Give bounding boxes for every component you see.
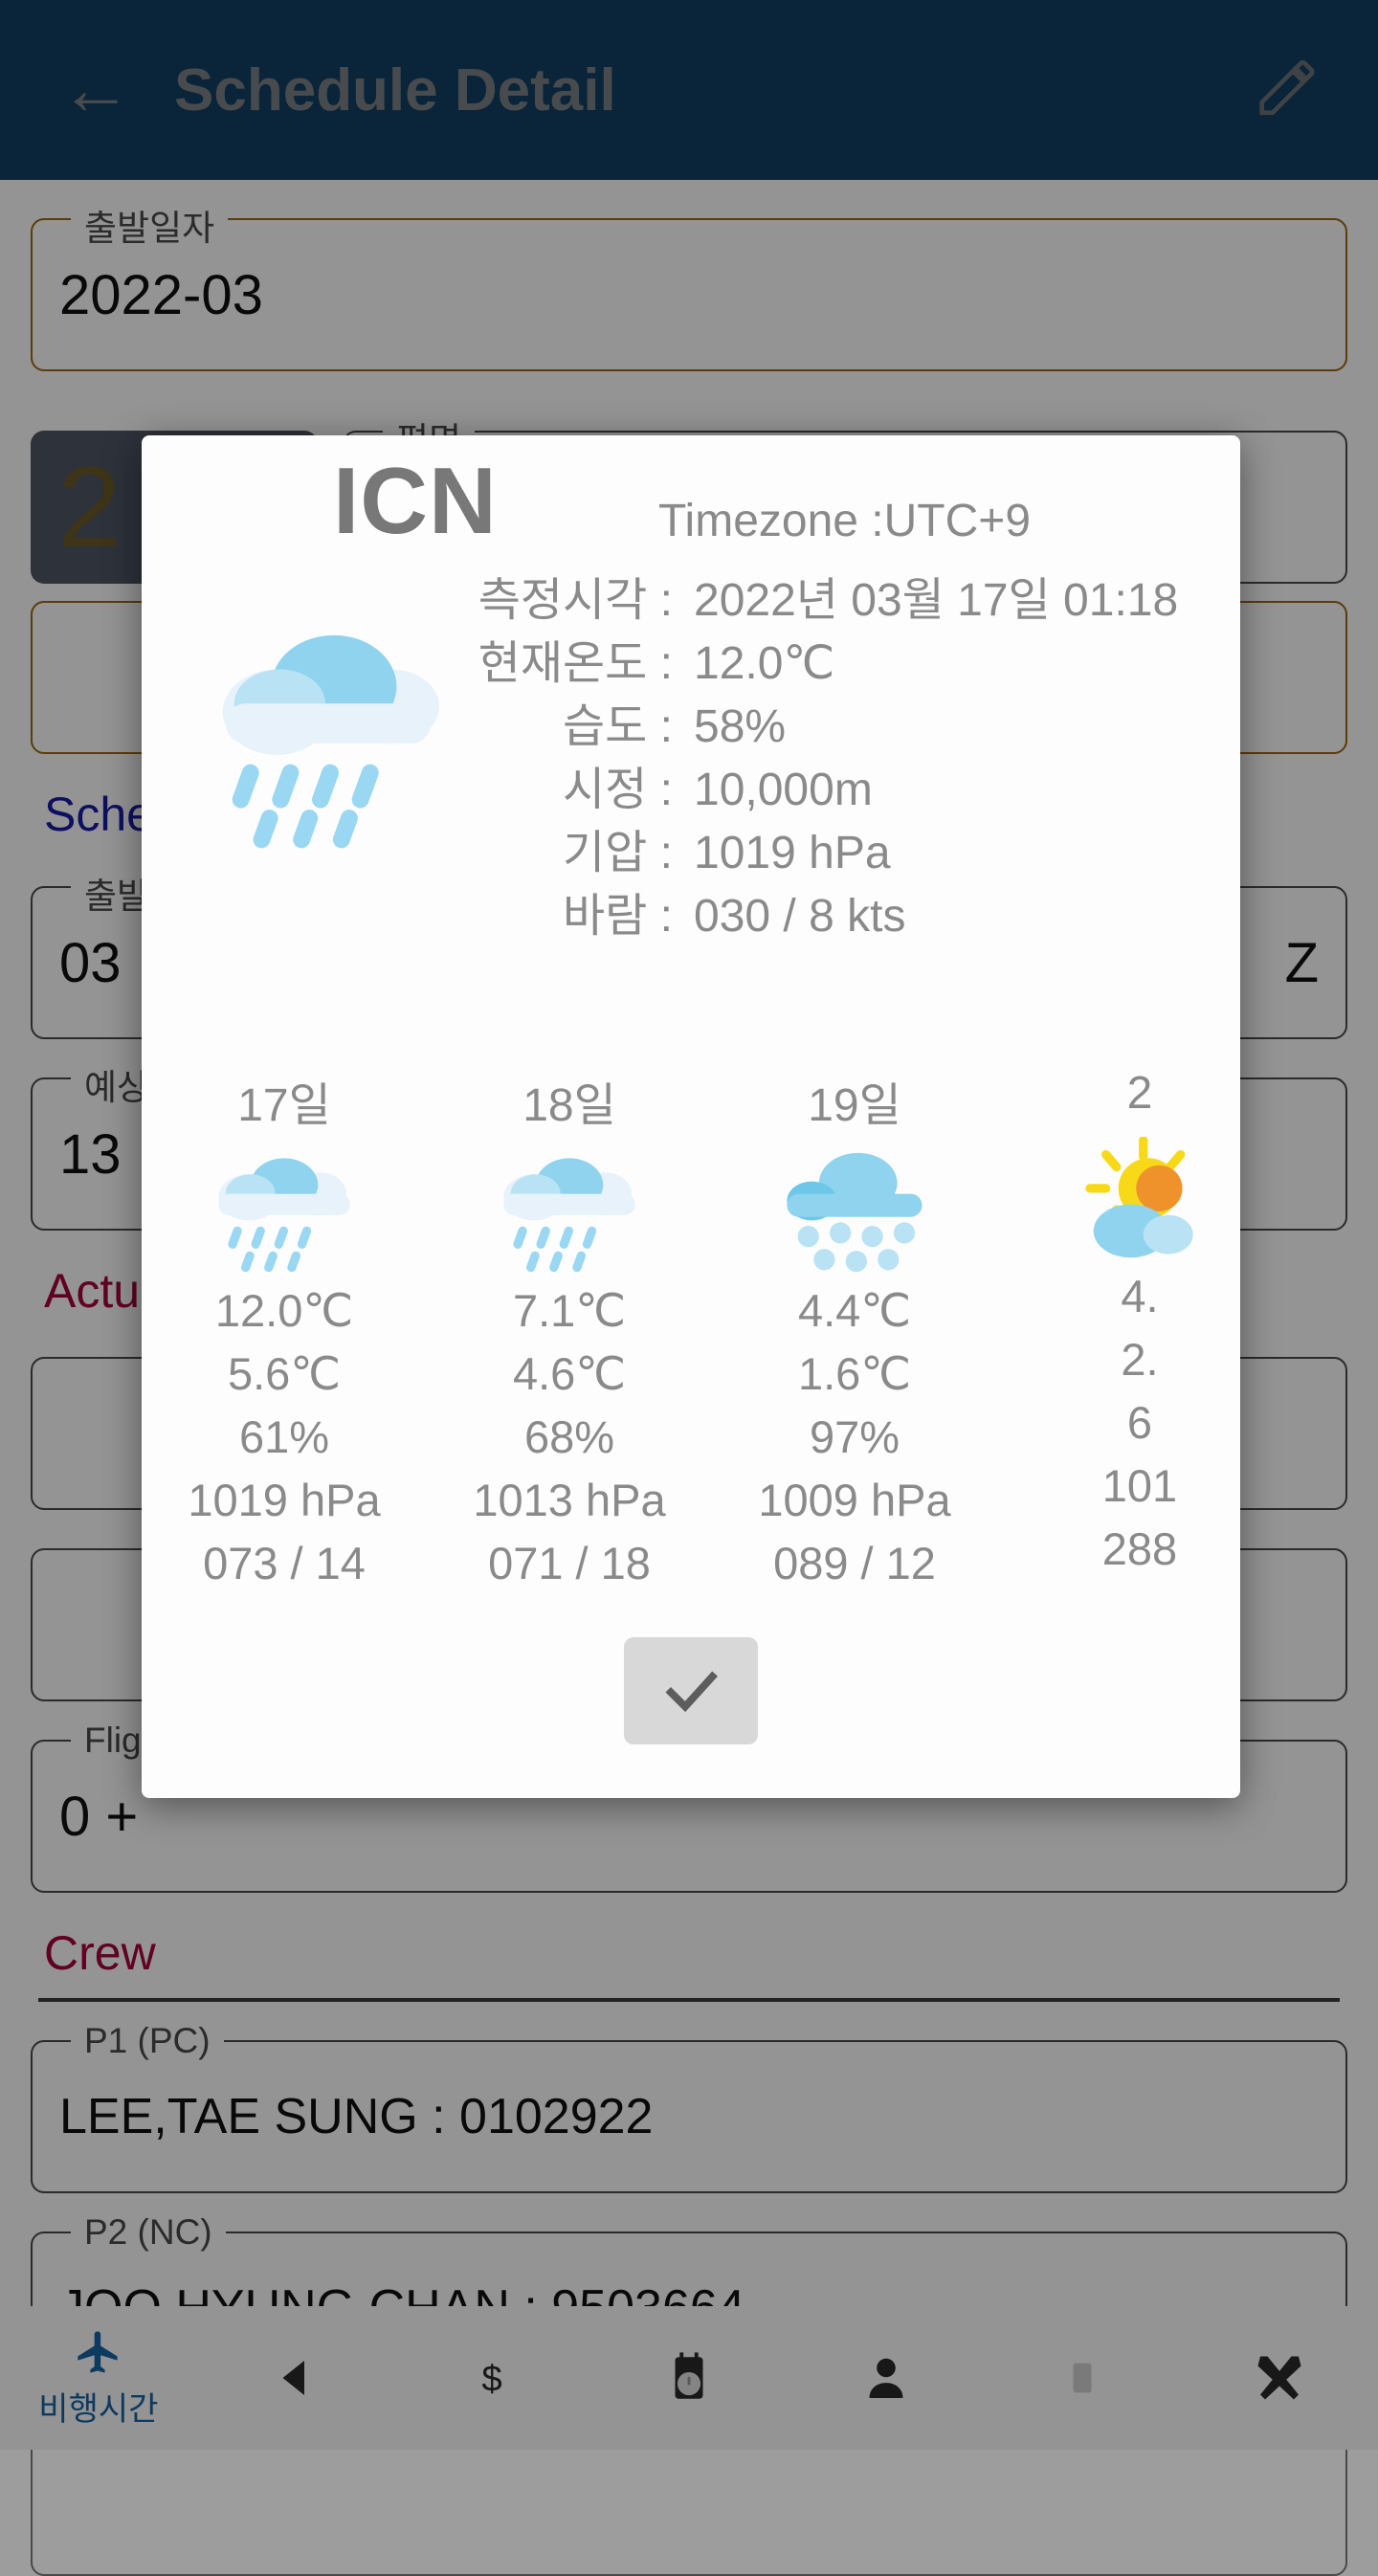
back-triangle-icon — [282, 2361, 304, 2395]
row-value: 1019 hPa — [694, 828, 891, 878]
rain-cloud-icon — [185, 615, 472, 859]
app-bar: ← Schedule Detail — [0, 0, 1378, 180]
crew-divider — [38, 1998, 1340, 2002]
field-label: 출발일자 — [71, 199, 229, 251]
calendar-clock-icon — [675, 2352, 703, 2399]
forecast-temp-max: 7.1℃ — [512, 1285, 627, 1336]
nav-item-stop[interactable] — [985, 2348, 1182, 2408]
field-value: Z — [1284, 931, 1319, 994]
check-icon — [665, 1671, 719, 1713]
current-weather-block: 측정시각 : 2022년 03월 17일 01:18 현재온도 : 12.0℃ … — [142, 569, 1240, 981]
nav-item-schedule[interactable] — [590, 2348, 788, 2408]
row-key: 기압 : — [563, 828, 673, 878]
airplane-icon — [78, 2330, 118, 2373]
bottom-navigation: 비행시간 $ — [0, 2306, 1378, 2450]
field-label: Flig — [71, 1721, 155, 1761]
forecast-humidity: 61% — [238, 1411, 330, 1462]
field-value: 2022-03 — [59, 263, 263, 326]
dollar-icon: $ — [482, 2358, 502, 2399]
tools-icon — [1257, 2356, 1301, 2400]
forecast-row: 17일 — [142, 1067, 1240, 1595]
field-p1[interactable]: P1 (PC) LEE,TAE SUNG : 0102922 — [31, 2021, 1347, 2193]
field-value: 0 + — [59, 1785, 139, 1848]
row-key: 바람 : — [563, 891, 673, 942]
nav-item-tools[interactable] — [1181, 2349, 1378, 2407]
row-key: 시정 : — [563, 765, 673, 815]
forecast-wind: 071 / 18 — [488, 1538, 651, 1588]
row-value: 58% — [694, 701, 787, 752]
forecast-temp-min: 2. — [1121, 1334, 1159, 1385]
nav-item-back[interactable] — [197, 2350, 394, 2406]
current-row: 측정시각 : 2022년 03월 17일 01:18 — [429, 569, 1213, 633]
row-value: 10,000m — [694, 765, 873, 815]
forecast-temp-max: 4.4℃ — [797, 1285, 912, 1336]
weather-dialog: ICN Timezone :UTC+9 — [142, 435, 1240, 1798]
person-icon — [869, 2358, 903, 2398]
forecast-column: 2 4. 2. 6 101 — [997, 1067, 1240, 1595]
forecast-wind: 288 — [1101, 1523, 1178, 1574]
field-value: 03 — [59, 931, 122, 994]
row-key: 측정시각 : — [478, 575, 673, 626]
square-icon — [1073, 2363, 1093, 2393]
crew-section-title: Crew — [44, 1926, 156, 1980]
forecast-temp-max: 4. — [1121, 1271, 1159, 1321]
forecast-humidity: 68% — [523, 1411, 615, 1462]
current-row: 시정 : 10,000m — [429, 759, 1213, 822]
dialog-actions — [142, 1637, 1240, 1744]
row-value: 030 / 8 kts — [694, 891, 906, 942]
forecast-wind: 073 / 14 — [203, 1538, 366, 1588]
station-code: ICN — [333, 448, 498, 553]
field-departure-date[interactable]: 출발일자 2022-03 — [31, 199, 1347, 371]
forecast-pressure: 1013 hPa — [473, 1475, 666, 1525]
forecast-pressure: 101 — [1101, 1460, 1178, 1511]
svg-text:$: $ — [482, 2358, 502, 2399]
forecast-column: 17일 — [142, 1067, 427, 1595]
row-key: 현재온도 : — [478, 638, 673, 689]
nav-item-cost[interactable]: $ — [393, 2347, 590, 2409]
forecast-column: 19일 4.4℃ 1.6℃ 97% 1009 hPa 089 — [712, 1067, 997, 1595]
field-value: LEE,TAE SUNG : 0102922 — [59, 2089, 654, 2144]
field-label: P2 (NC) — [71, 2212, 226, 2253]
pencil-icon[interactable] — [1254, 55, 1321, 126]
arrow-left-icon[interactable]: ← — [59, 49, 132, 130]
forecast-day: 18일 — [522, 1080, 616, 1131]
flight-number-big: 2 — [57, 443, 122, 571]
row-value: 12.0℃ — [694, 638, 835, 689]
field-label: P1 (PC) — [71, 2021, 224, 2061]
current-row: 현재온도 : 12.0℃ — [429, 633, 1213, 696]
forecast-temp-min: 4.6℃ — [512, 1348, 627, 1399]
forecast-temp-min: 5.6℃ — [227, 1348, 342, 1399]
page-title: Schedule Detail — [174, 56, 616, 123]
forecast-pressure: 1019 hPa — [188, 1475, 381, 1525]
row-key: 습도 : — [563, 701, 673, 752]
sun-cloud-icon — [1049, 1133, 1231, 1265]
forecast-humidity: 6 — [1126, 1397, 1153, 1448]
forecast-column: 18일 — [427, 1067, 712, 1595]
row-value: 2022년 03월 17일 01:18 — [694, 575, 1179, 626]
snow-cloud-icon — [764, 1147, 945, 1279]
rain-cloud-icon — [478, 1147, 660, 1279]
forecast-temp-min: 1.6℃ — [797, 1348, 912, 1399]
current-weather-list: 측정시각 : 2022년 03월 17일 01:18 현재온도 : 12.0℃ … — [429, 569, 1213, 948]
confirm-button[interactable] — [624, 1637, 758, 1744]
forecast-temp-max: 12.0℃ — [214, 1285, 354, 1336]
current-row: 기압 : 1019 hPa — [429, 822, 1213, 885]
forecast-humidity: 97% — [809, 1411, 900, 1462]
nav-item-flighttime[interactable]: 비행시간 — [0, 2327, 197, 2430]
dialog-header: ICN Timezone :UTC+9 — [142, 435, 1240, 569]
current-row: 습도 : 58% — [429, 696, 1213, 759]
current-row: 바람 : 030 / 8 kts — [429, 885, 1213, 948]
forecast-day: 17일 — [237, 1080, 331, 1131]
forecast-day: 19일 — [808, 1080, 901, 1131]
timezone-label: Timezone :UTC+9 — [658, 496, 1032, 546]
forecast-pressure: 1009 hPa — [758, 1475, 951, 1525]
forecast-day: 2 — [1126, 1068, 1153, 1119]
field-value: 13 — [59, 1122, 122, 1186]
nav-label: 비행시간 — [38, 2390, 159, 2428]
nav-item-profile[interactable] — [788, 2348, 985, 2408]
forecast-wind: 089 / 12 — [773, 1538, 936, 1588]
rain-cloud-icon — [193, 1147, 375, 1279]
